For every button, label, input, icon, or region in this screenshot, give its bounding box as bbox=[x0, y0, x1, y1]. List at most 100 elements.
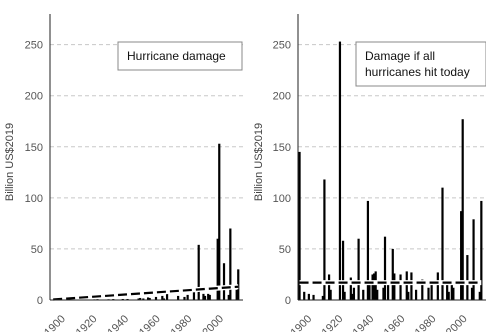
bar bbox=[452, 287, 455, 300]
bar bbox=[461, 119, 464, 300]
bar bbox=[374, 271, 377, 300]
x-tick-label: 2000 bbox=[200, 313, 226, 332]
bar bbox=[343, 291, 346, 300]
bar bbox=[368, 281, 371, 300]
y-tick-label: 200 bbox=[25, 91, 43, 103]
bar bbox=[323, 179, 326, 300]
bar bbox=[161, 295, 164, 300]
bar bbox=[405, 271, 408, 300]
bar bbox=[216, 238, 219, 300]
bar bbox=[460, 211, 463, 300]
annotation-box bbox=[117, 41, 243, 71]
x-tick-label: 1960 bbox=[382, 313, 408, 332]
bar bbox=[382, 287, 385, 300]
bar bbox=[235, 289, 238, 300]
bar bbox=[227, 294, 230, 300]
bar bbox=[186, 294, 189, 300]
bar bbox=[466, 255, 469, 300]
annotation-text: Hurricane damage bbox=[127, 49, 226, 63]
y-axis-label: Billion US$2019 bbox=[253, 123, 265, 201]
bar bbox=[383, 236, 387, 300]
bar bbox=[480, 200, 483, 300]
bar bbox=[357, 238, 360, 300]
bar bbox=[407, 291, 410, 300]
bar bbox=[237, 269, 240, 300]
y-tick-label: 250 bbox=[25, 40, 43, 52]
bar bbox=[436, 272, 439, 300]
x-tick-label: 1980 bbox=[169, 313, 195, 332]
bar bbox=[192, 288, 196, 300]
bar bbox=[121, 298, 124, 300]
bar bbox=[352, 287, 356, 300]
bar bbox=[341, 240, 345, 300]
bar bbox=[470, 287, 474, 300]
bar bbox=[183, 296, 186, 300]
bar bbox=[446, 281, 449, 300]
bar bbox=[137, 298, 140, 300]
y-axis-label: Billion US$2019 bbox=[4, 123, 16, 201]
bar bbox=[450, 284, 453, 300]
bar bbox=[197, 244, 200, 300]
y-tick-label: 150 bbox=[25, 142, 43, 154]
bar bbox=[447, 291, 450, 300]
y-tick-label: 50 bbox=[31, 244, 43, 256]
bar bbox=[421, 279, 424, 300]
bar bbox=[349, 277, 352, 300]
x-tick-label: 1920 bbox=[320, 313, 346, 332]
y-tick-label: 0 bbox=[285, 295, 291, 307]
bar bbox=[472, 219, 475, 300]
x-tick-label: 1960 bbox=[137, 313, 163, 332]
bar bbox=[202, 293, 205, 300]
bar bbox=[307, 293, 310, 300]
bar bbox=[148, 297, 151, 300]
annotation-text: hurricanes hit today bbox=[365, 65, 470, 79]
panel-damage-if-all-hit-today: 0 50 100 150 200 250 1900 1920 1940 1960 1980 2000 B… bbox=[253, 14, 486, 332]
annotation-box bbox=[355, 41, 486, 87]
bar bbox=[376, 289, 379, 300]
bar bbox=[203, 295, 207, 300]
bar bbox=[441, 187, 444, 300]
panel-hurricane-damage: 0 50 100 150 200 250 1900 1920 1940 1960 1980 2000 B… bbox=[4, 14, 243, 332]
x-tick-label: 1940 bbox=[351, 313, 377, 332]
bar bbox=[327, 274, 331, 300]
y-tick-label: 200 bbox=[273, 91, 291, 103]
bar bbox=[298, 151, 301, 300]
bar bbox=[351, 293, 354, 300]
bar bbox=[229, 228, 232, 300]
x-tick-label: 2000 bbox=[444, 313, 470, 332]
bar bbox=[154, 296, 158, 300]
bar bbox=[312, 294, 315, 300]
x-tick-label: 1920 bbox=[74, 313, 100, 332]
x-tick-label: 1980 bbox=[413, 313, 439, 332]
bar bbox=[162, 298, 166, 300]
bar bbox=[208, 294, 211, 300]
bar bbox=[139, 297, 142, 300]
bar bbox=[371, 274, 374, 300]
bar bbox=[321, 295, 324, 300]
trend-line bbox=[53, 285, 239, 301]
y-tick-label: 150 bbox=[273, 142, 291, 154]
annotation-text: Damage if all bbox=[365, 49, 435, 63]
bar bbox=[478, 291, 481, 300]
bar bbox=[218, 143, 221, 300]
bar bbox=[207, 293, 210, 300]
y-tick-label: 100 bbox=[25, 193, 43, 205]
y-tick-label: 50 bbox=[279, 244, 291, 256]
y-tick-label: 0 bbox=[37, 295, 43, 307]
bar bbox=[393, 273, 396, 300]
bar bbox=[430, 281, 433, 300]
bar bbox=[303, 291, 306, 300]
bar bbox=[391, 248, 394, 300]
bar bbox=[146, 297, 150, 300]
bar bbox=[427, 287, 430, 300]
x-tick-label: 1940 bbox=[105, 313, 131, 332]
bar bbox=[142, 298, 145, 300]
bar bbox=[362, 289, 365, 300]
bar bbox=[410, 272, 413, 300]
x-tick-label: 1900 bbox=[42, 313, 68, 332]
y-tick-label: 100 bbox=[273, 193, 291, 205]
bar bbox=[338, 41, 342, 300]
bar bbox=[165, 291, 169, 300]
bar bbox=[222, 263, 226, 300]
